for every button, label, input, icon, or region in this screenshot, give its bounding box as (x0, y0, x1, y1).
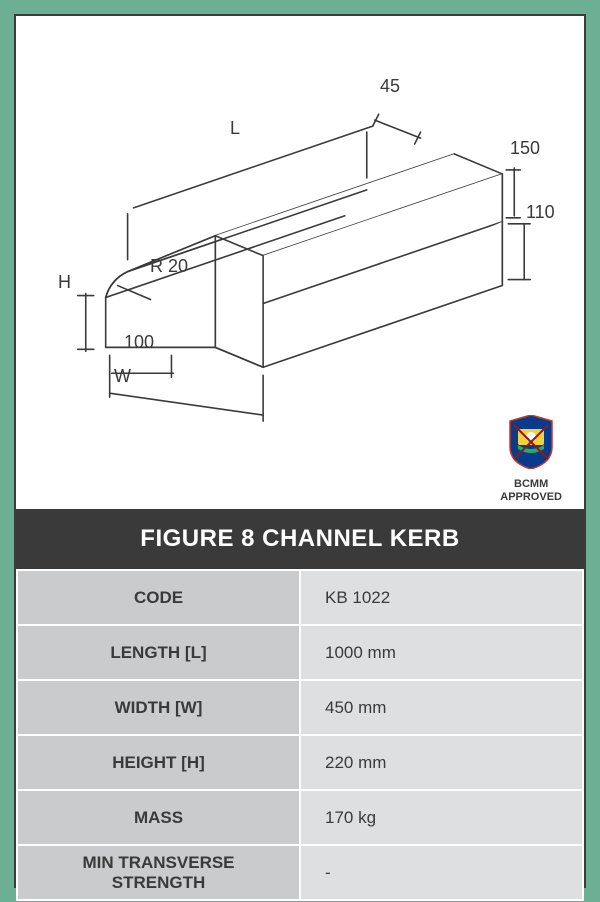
dim-label-R: R 20 (150, 256, 188, 277)
dim-label-100: 100 (124, 332, 154, 353)
dim-label-W: W (114, 366, 131, 387)
product-title: FIGURE 8 CHANNEL KERB (16, 509, 584, 569)
table-row: WIDTH [W]450 mm (17, 680, 583, 735)
spec-value: 220 mm (300, 735, 583, 790)
kerb-isometric-svg (16, 16, 584, 509)
dim-label-45: 45 (380, 76, 400, 97)
dim-label-110: 110 (526, 202, 555, 223)
spec-label: MIN TRANSVERSE STRENGTH (17, 845, 300, 900)
table-row: CODEKB 1022 (17, 570, 583, 625)
spec-value: - (300, 845, 583, 900)
table-row: HEIGHT [H]220 mm (17, 735, 583, 790)
spec-value: 1000 mm (300, 625, 583, 680)
bcmm-crest-icon (508, 415, 554, 469)
dim-label-H: H (58, 272, 71, 293)
spec-label: WIDTH [W] (17, 680, 300, 735)
approval-line1: BCMM (500, 478, 562, 491)
table-row: LENGTH [L]1000 mm (17, 625, 583, 680)
dim-label-L: L (230, 118, 240, 139)
spec-label: CODE (17, 570, 300, 625)
table-row: MASS170 kg (17, 790, 583, 845)
approval-line2: APPROVED (500, 491, 562, 504)
spec-value: 170 kg (300, 790, 583, 845)
spec-value: 450 mm (300, 680, 583, 735)
spec-label: MASS (17, 790, 300, 845)
spec-label: LENGTH [L] (17, 625, 300, 680)
technical-diagram: L 45 150 110 H R 20 100 W BCMM APPROVED (16, 16, 584, 509)
spec-label: HEIGHT [H] (17, 735, 300, 790)
spec-value: KB 1022 (300, 570, 583, 625)
approval-block: BCMM APPROVED (500, 415, 562, 503)
spec-table: CODEKB 1022LENGTH [L]1000 mmWIDTH [W]450… (16, 569, 584, 901)
dim-label-150: 150 (510, 138, 540, 159)
table-row: MIN TRANSVERSE STRENGTH- (17, 845, 583, 900)
